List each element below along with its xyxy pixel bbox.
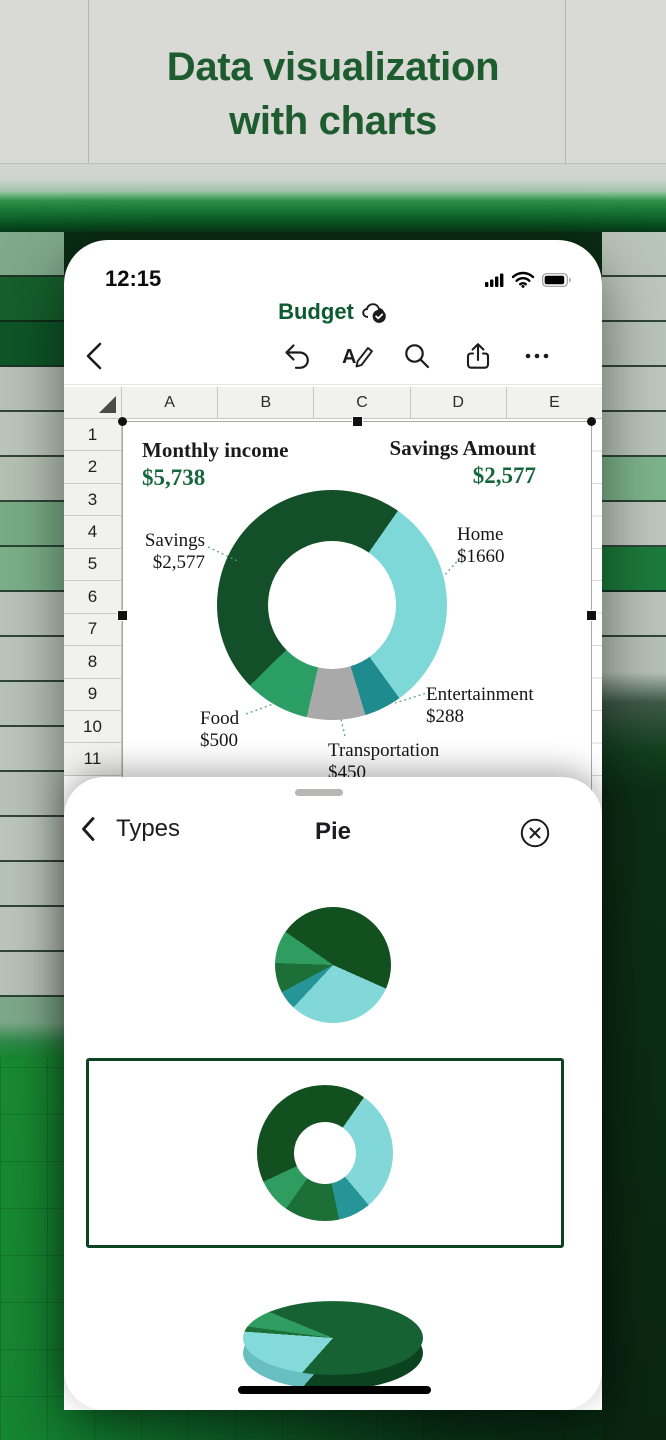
backdrop-gridline-vertical [88, 0, 89, 192]
column-header-A[interactable]: A [164, 393, 175, 411]
slice-label-savings: Savings $2,577 [145, 530, 205, 574]
row-header-1[interactable]: 1 [64, 419, 121, 452]
share-button[interactable] [461, 340, 495, 372]
toolbar-divider [64, 384, 602, 385]
selection-handle-top-left[interactable] [118, 417, 127, 426]
document-title[interactable]: Budget [278, 299, 354, 324]
select-all-corner[interactable] [64, 387, 122, 418]
row-header-3[interactable]: 3 [64, 484, 121, 517]
option-pie-3d[interactable] [243, 1248, 423, 1428]
more-button[interactable] [520, 340, 554, 372]
doughnut-chart[interactable] [217, 490, 447, 720]
page-title: Data visualization with charts [0, 40, 666, 148]
backdrop-stripes-right [602, 232, 666, 1440]
slice-label-name: Home [457, 524, 504, 545]
pie3d-type-thumbnail [243, 1301, 423, 1375]
row-header-2[interactable]: 2 [64, 451, 121, 484]
format-button[interactable]: A [341, 340, 375, 372]
slice-label-food: Food $500 [200, 708, 239, 752]
home-indicator[interactable] [238, 1386, 431, 1394]
chart-kpi-savings-amount: Savings Amount $2,577 [390, 436, 536, 489]
slice-label-value: $2,577 [152, 552, 205, 573]
slice-label-home: Home $1660 [457, 524, 505, 568]
option-doughnut[interactable] [86, 1058, 564, 1248]
document-title-row[interactable]: Budget [64, 299, 602, 325]
doughnut-type-thumbnail [257, 1085, 393, 1221]
row-header-4[interactable]: 4 [64, 516, 121, 549]
kpi-label: Savings Amount [389, 436, 536, 460]
row-header-10[interactable]: 10 [64, 711, 121, 744]
slice-label-name: Entertainment [426, 684, 534, 705]
slice-label-value: $288 [426, 706, 464, 727]
slice-label-value: $500 [200, 730, 238, 751]
selection-handle-middle-right[interactable] [586, 610, 597, 621]
column-header-B[interactable]: B [217, 387, 313, 418]
row-headers: 1 2 3 4 5 6 7 8 9 10 11 [64, 419, 122, 776]
row-header-5[interactable]: 5 [64, 549, 121, 582]
pie-type-thumbnail [275, 906, 391, 1023]
status-time: 12:15 [105, 266, 162, 291]
sheet-drag-handle[interactable] [295, 789, 343, 796]
slice-label-entertainment: Entertainment $288 [426, 684, 534, 728]
kpi-value: $5,738 [142, 465, 206, 490]
backdrop-spreadsheet-gray [0, 0, 666, 192]
row-header-9[interactable]: 9 [64, 679, 121, 711]
selection-handle-top-right[interactable] [587, 417, 596, 426]
types-back-label[interactable]: Types [116, 815, 181, 842]
page-title-line1: Data visualization [166, 45, 500, 89]
corner-triangle-icon [99, 396, 116, 413]
status-icons [485, 271, 572, 288]
sheet-title: Pie [314, 818, 352, 845]
cloud-sync-check-icon [360, 301, 388, 324]
search-button[interactable] [400, 340, 434, 372]
kpi-value: $2,577 [472, 463, 536, 488]
column-header-D[interactable]: D [409, 387, 506, 418]
row-header-8[interactable]: 8 [64, 646, 121, 679]
slice-label-name: Food [200, 708, 240, 729]
slice-label-value: $1660 [457, 546, 505, 567]
option-pie[interactable] [64, 882, 602, 1047]
kpi-label: Monthly income [142, 438, 289, 462]
svg-text:A: A [342, 346, 356, 368]
page-title-line2: with charts [229, 99, 437, 143]
chart-kpi-monthly-income: Monthly income $5,738 [142, 438, 288, 491]
slice-label-name: Transportation [328, 740, 440, 761]
backdrop-fade [0, 164, 666, 192]
backdrop-gridline-horizontal [0, 163, 666, 164]
chart-types-sheet: Types Pie [64, 777, 602, 1410]
undo-button[interactable] [280, 340, 314, 372]
battery-icon [542, 272, 572, 287]
row-header-7[interactable]: 7 [64, 614, 121, 647]
label-leader-lines [207, 546, 461, 737]
selection-handle-top-middle[interactable] [352, 416, 363, 427]
column-header-C[interactable]: C [313, 387, 409, 418]
selection-handle-middle-left[interactable] [117, 610, 128, 621]
slice-label-name: Savings [144, 530, 205, 551]
types-back-button[interactable]: Types [80, 815, 180, 843]
close-button[interactable] [519, 817, 551, 849]
backdrop-gridline-vertical [565, 0, 566, 192]
back-button[interactable] [78, 340, 112, 372]
cellular-signal-icon [485, 273, 504, 287]
row-header-11[interactable]: 11 [64, 743, 121, 776]
wifi-icon [511, 271, 535, 288]
column-header-E[interactable]: E [505, 387, 602, 418]
backdrop-green-band [0, 192, 666, 232]
row-header-6[interactable]: 6 [64, 581, 121, 614]
backdrop-stripes-left [0, 232, 64, 1058]
